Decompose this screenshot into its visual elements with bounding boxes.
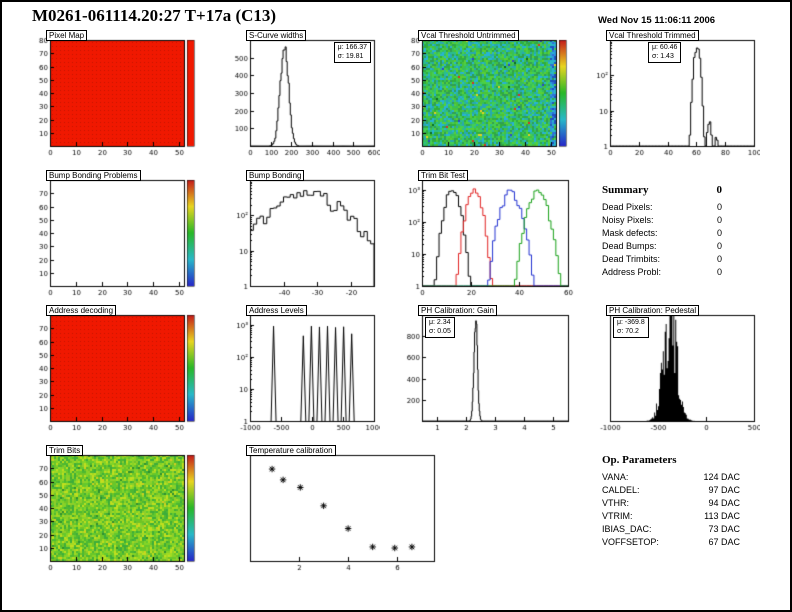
stats-line: σ: 19.81 [337,52,364,60]
op-parameter-label: CALDEL: [602,485,640,495]
op-parameter-row: VTRIM: 113 DAC [602,510,740,523]
plot-title: Vcal Threshold Trimmed [606,30,699,41]
op-parameter-value: 94 DAC [708,498,740,508]
plot-title: Trim Bit Test [418,170,469,181]
op-parameter-value: 73 DAC [708,524,740,534]
trim-bits-heatmap [30,445,202,575]
op-parameter-row: VANA: 124 DAC [602,471,740,484]
page-title: M0261-061114.20:27 T+17a (C13) [32,6,277,25]
stats-box: μ: 2.34 σ: 0.05 [425,317,455,338]
temperature-calibration-scatter [230,445,440,575]
summary-row: Address Probl: 0 [602,266,722,279]
op-parameter-row: VOFFSETOP: 67 DAC [602,536,740,549]
plot-title: S-Curve widths [246,30,307,41]
summary-row-value: 0 [716,241,722,251]
stats-line: σ: 70.2 [617,327,639,335]
stats-line: σ: 1.43 [652,52,674,60]
op-parameters-panel: Op. Parameters VANA: 124 DAC CALDEL: 97 … [602,454,740,549]
summary-title: Summary [602,184,649,196]
pad-bump-bonding-problems: Bump Bonding Problems [30,170,202,300]
op-parameter-label: VANA: [602,472,629,482]
op-parameter-value: 113 DAC [704,511,740,521]
pad-pixel-map: Pixel Map [30,30,202,160]
op-parameter-row: CALDEL: 97 DAC [602,484,740,497]
summary-row-value: 0 [716,267,722,277]
op-parameter-row: IBIAS_DAC: 73 DAC [602,523,740,536]
op-parameter-value: 97 DAC [708,485,740,495]
summary-row-label: Address Probl: [602,267,662,277]
stats-box: μ: 60.46 σ: 1.43 [648,42,682,63]
plot-title: Address decoding [46,305,117,316]
vcal-untrimmed-heatmap [402,30,574,160]
stats-line: μ: 166.37 [337,44,367,51]
op-parameter-label: VTRIM: [602,511,633,521]
op-parameters-title: Op. Parameters [602,454,677,466]
pixel-map-heatmap [30,30,202,160]
summary-panel: Summary 0 Dead Pixels: 0 Noisy Pixels: 0… [602,184,722,279]
pad-ph-calibration-gain: PH Calibration: Gain μ: 2.34 σ: 0.05 [402,305,574,435]
address-decoding-heatmap [30,305,202,435]
summary-row-label: Noisy Pixels: [602,215,654,225]
op-parameter-label: VOFFSETOP: [602,537,659,547]
op-parameter-label: VTHR: [602,498,629,508]
summary-total: 0 [716,184,723,196]
summary-row-label: Dead Pixels: [602,202,653,212]
pad-vcal-threshold-untrimmed: Vcal Threshold Untrimmed [402,30,574,160]
summary-row: Mask defects: 0 [602,227,722,240]
summary-row-label: Mask defects: [602,228,658,238]
summary-row: Dead Bumps: 0 [602,240,722,253]
plot-title: Vcal Threshold Untrimmed [418,30,519,41]
timestamp: Wed Nov 15 11:06:11 2006 [598,15,716,26]
plot-title: PH Calibration: Pedestal [606,305,700,316]
stats-line: σ: 0.05 [429,327,451,335]
address-levels-histogram [230,305,380,435]
plot-title: Trim Bits [46,445,84,456]
summary-row-value: 0 [716,228,722,238]
plot-title: Pixel Map [46,30,88,41]
op-parameter-value: 67 DAC [708,537,740,547]
summary-row-value: 0 [716,202,722,212]
summary-row: Dead Pixels: 0 [602,201,722,214]
summary-row: Dead Trimbits: 0 [602,253,722,266]
pad-s-curve-widths: S-Curve widths μ: 166.37 σ: 19.81 [230,30,380,160]
pad-trim-bit-test: Trim Bit Test [402,170,574,300]
bump-bonding-problems-heatmap [30,170,202,300]
trim-bit-test-histograms [402,170,574,300]
pad-temperature-calibration: Temperature calibration [230,445,440,575]
plot-title: Bump Bonding [246,170,305,181]
summary-row-label: Dead Trimbits: [602,254,661,264]
summary-row-label: Dead Bumps: [602,241,657,251]
plot-title: Temperature calibration [246,445,336,456]
summary-row: Noisy Pixels: 0 [602,214,722,227]
pad-vcal-threshold-trimmed: Vcal Threshold Trimmed μ: 60.46 σ: 1.43 [590,30,760,160]
pad-address-decoding: Address decoding [30,305,202,435]
stats-line: μ: 60.46 [652,44,678,51]
summary-row-value: 0 [716,215,722,225]
plot-title: Address Levels [246,305,307,316]
op-parameter-row: VTHR: 94 DAC [602,497,740,510]
pad-trim-bits: Trim Bits [30,445,202,575]
plot-title: Bump Bonding Problems [46,170,141,181]
pad-address-levels: Address Levels [230,305,380,435]
op-parameter-value: 124 DAC [703,472,740,482]
stats-box: μ: 166.37 σ: 19.81 [333,42,371,63]
stats-line: μ: -369.8 [617,319,645,326]
op-parameter-label: IBIAS_DAC: [602,524,652,534]
summary-row-value: 0 [716,254,722,264]
pad-bump-bonding: Bump Bonding [230,170,380,300]
bump-bonding-histogram [230,170,380,300]
pad-ph-calibration-pedestal: PH Calibration: Pedestal μ: -369.8 σ: 70.… [590,305,760,435]
plot-title: PH Calibration: Gain [418,305,497,316]
stats-box: μ: -369.8 σ: 70.2 [613,317,649,338]
stats-line: μ: 2.34 [429,319,451,326]
